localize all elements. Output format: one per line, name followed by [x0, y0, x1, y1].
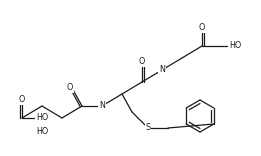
Text: O: O	[199, 24, 205, 32]
Text: N: N	[159, 66, 165, 75]
Text: HO: HO	[229, 41, 241, 51]
Text: HO: HO	[36, 114, 48, 122]
Text: HO: HO	[36, 127, 48, 136]
Text: O: O	[19, 95, 25, 105]
Text: O: O	[139, 58, 145, 66]
Text: S: S	[145, 124, 151, 132]
Text: N: N	[99, 102, 105, 110]
Text: O: O	[67, 83, 73, 93]
